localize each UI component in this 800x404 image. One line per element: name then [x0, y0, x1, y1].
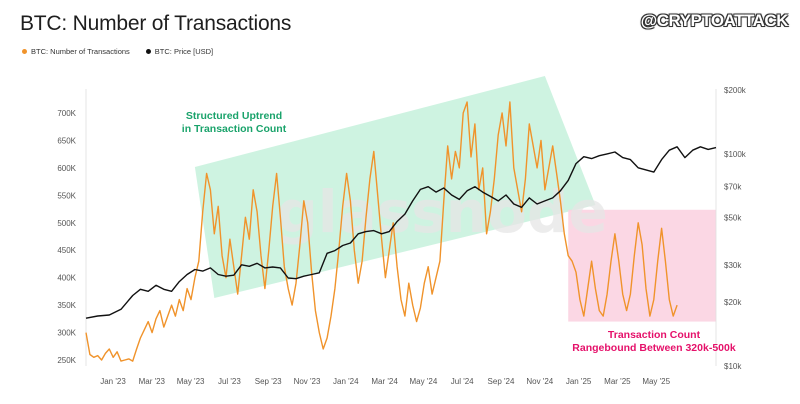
series-transactions-line: [85, 101, 678, 362]
annotation-range: Transaction Count Rangebound Between 320…: [572, 329, 736, 354]
legend-item-transactions[interactable]: BTC: Number of Transactions: [22, 47, 130, 56]
x-tick-label: Mar '23: [139, 377, 166, 386]
legend-dot-price: [145, 49, 151, 54]
chart-series: [85, 101, 717, 362]
annotation-range-line1: Transaction Count: [608, 329, 701, 341]
left-tick-label: 300K: [57, 329, 76, 338]
left-tick-label: 450K: [57, 246, 76, 255]
legend-dot-transactions: [22, 49, 27, 54]
left-tick-label: 650K: [57, 136, 76, 145]
right-axis-ticks: $10k $20k $30k $50k $70k $100k $200k: [724, 86, 747, 371]
left-tick-label: 350K: [57, 301, 76, 310]
annotation-uptrend-line1: Structured Uptrend: [186, 110, 282, 122]
x-tick-label: Jan '25: [566, 377, 592, 386]
x-tick-label: Sep '24: [488, 377, 515, 386]
x-tick-label: Jan '24: [333, 377, 359, 386]
chart-title: BTC: Number of Transactions: [20, 12, 292, 35]
x-tick-label: May '23: [177, 377, 205, 386]
left-tick-label: 400K: [57, 274, 76, 283]
uptrend-zone: [194, 76, 596, 298]
x-tick-label: Jan '23: [100, 377, 126, 386]
left-tick-label: 500K: [57, 219, 76, 228]
right-tick-label: $70k: [724, 183, 742, 192]
right-tick-label: $20k: [724, 298, 742, 307]
left-tick-label: 250K: [57, 356, 76, 365]
legend-item-price[interactable]: BTC: Price [USD]: [145, 47, 214, 56]
left-axis-ticks: 250K 300K 350K 400K 450K 500K 550K 600K 650K 700K: [57, 109, 76, 365]
x-tick-label: Jul '23: [218, 377, 241, 386]
x-tick-label: May '24: [410, 377, 438, 386]
right-tick-label: $100k: [724, 150, 747, 159]
chart-legend: BTC: Number of Transactions BTC: Price […: [22, 47, 213, 56]
x-tick-label: Jul '24: [451, 377, 474, 386]
x-tick-label: May '25: [642, 377, 670, 386]
annotation-uptrend: Structured Uptrend in Transaction Count: [182, 110, 287, 135]
x-axis-ticks: Jan '23 Mar '23 May '23 Jul '23 Sep '23 Nov '…: [100, 377, 670, 386]
annotation-range-line2: Rangebound Between 320k-500k: [572, 342, 736, 354]
right-tick-label: $10k: [724, 362, 742, 371]
x-tick-label: Nov '24: [526, 377, 553, 386]
left-tick-label: 550K: [57, 191, 76, 200]
right-tick-label: $50k: [724, 214, 742, 223]
x-tick-label: Mar '25: [604, 377, 631, 386]
x-tick-label: Sep '23: [255, 377, 282, 386]
right-tick-label: $30k: [724, 261, 742, 270]
legend-label-transactions: BTC: Number of Transactions: [31, 47, 130, 56]
x-tick-label: Nov '23: [294, 377, 321, 386]
brand-watermark: @CRYPTOATTACK: [640, 11, 789, 30]
annotation-uptrend-line2: in Transaction Count: [182, 123, 287, 135]
legend-label-price: BTC: Price [USD]: [154, 47, 214, 56]
x-tick-label: Mar '24: [371, 377, 398, 386]
series-price-line: [85, 146, 717, 319]
left-tick-label: 600K: [57, 164, 76, 173]
right-tick-label: $200k: [724, 86, 747, 95]
left-tick-label: 700K: [57, 109, 76, 118]
